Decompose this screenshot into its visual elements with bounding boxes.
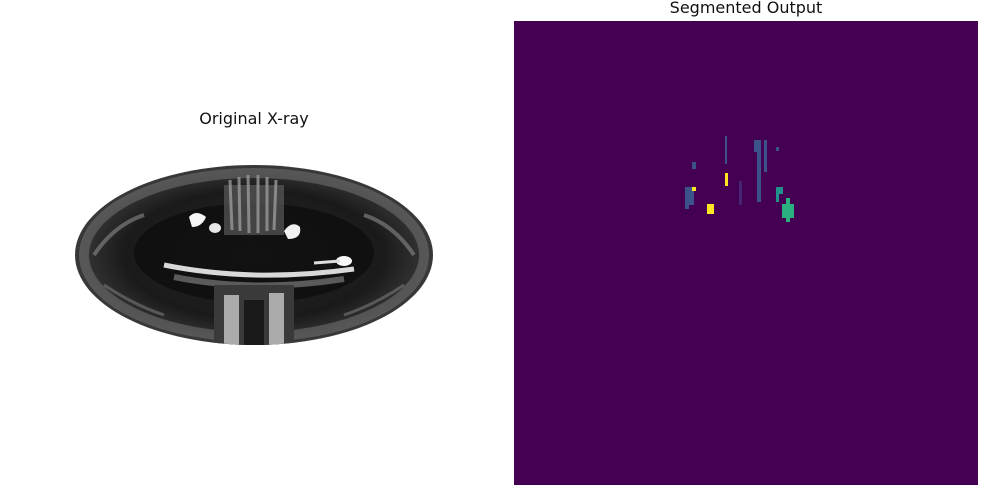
segmented-output-title: Segmented Output [669, 0, 823, 17]
segmentation-image [514, 21, 978, 485]
original-xray-title: Original X-ray [199, 109, 309, 128]
xray-image [75, 165, 433, 345]
